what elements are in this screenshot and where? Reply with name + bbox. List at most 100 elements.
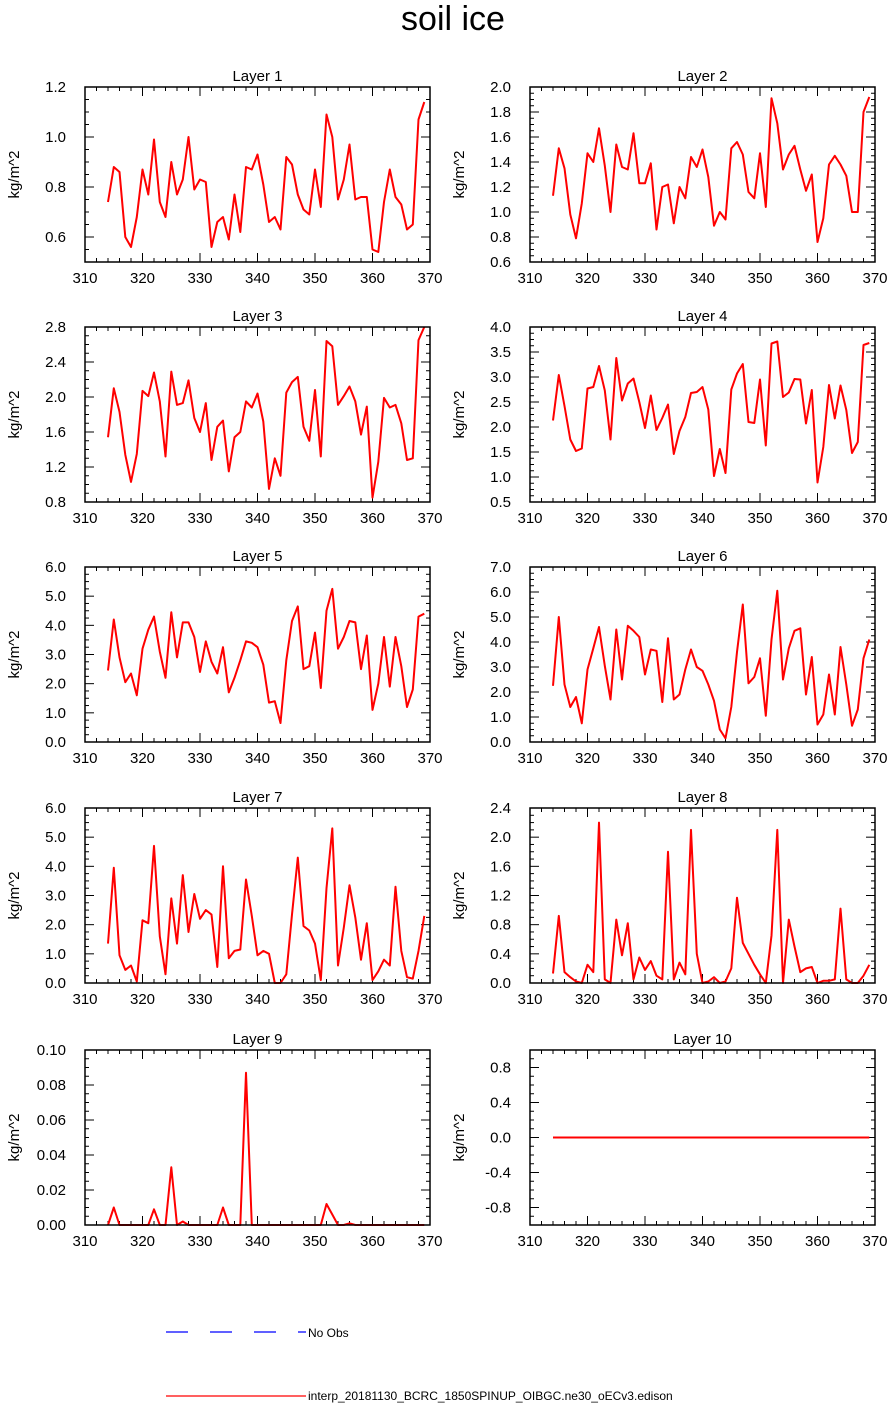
y-tick-label: 3.0 <box>490 369 511 386</box>
figure-title: soil ice <box>401 0 505 38</box>
y-tick-label: -0.8 <box>485 1200 511 1217</box>
y-tick-label: 2.0 <box>45 676 66 693</box>
x-tick-label: 370 <box>862 270 887 287</box>
x-tick-label: 340 <box>690 991 715 1008</box>
y-tick-label: 6.0 <box>45 800 66 817</box>
y-tick-label: 1.2 <box>45 79 66 96</box>
panel-layer-9: Layer 9 kg/m^2 310 320 330 340 350 360 370 0.00 0.… <box>6 1031 443 1250</box>
y-axis-label: kg/m^2 <box>451 151 468 199</box>
y-tick-label: 0.04 <box>37 1147 66 1164</box>
y-tick-label: 0.08 <box>37 1077 66 1094</box>
y-tick-label: 6.0 <box>490 584 511 601</box>
y-tick-label: 0.4 <box>490 1095 511 1112</box>
panel-title: Layer 6 <box>677 548 727 565</box>
y-tick-label: 2.0 <box>490 79 511 96</box>
y-axis-label: kg/m^2 <box>451 391 468 439</box>
x-tick-label: 340 <box>245 750 270 767</box>
x-tick-label: 310 <box>517 1233 542 1250</box>
y-tick-label: 4.0 <box>490 319 511 336</box>
y-tick-label: 1.5 <box>490 444 511 461</box>
y-tick-label: 0.06 <box>37 1112 66 1129</box>
x-tick-label: 320 <box>130 750 155 767</box>
x-tick-label: 340 <box>245 510 270 527</box>
x-tick-label: 310 <box>72 750 97 767</box>
x-tick-label: 330 <box>632 510 657 527</box>
x-tick-label: 310 <box>72 991 97 1008</box>
y-tick-label: 1.2 <box>45 459 66 476</box>
x-tick-label: 370 <box>417 991 442 1008</box>
y-tick-label: 0.10 <box>37 1042 66 1059</box>
x-tick-label: 330 <box>632 750 657 767</box>
x-tick-label: 310 <box>72 510 97 527</box>
panel-layer-1: Layer 1 kg/m^2 310 320 330 340 350 360 370 0.6 0.8… <box>6 68 443 287</box>
x-tick-label: 350 <box>747 1233 772 1250</box>
x-tick-label: 330 <box>187 270 212 287</box>
x-tick-label: 310 <box>517 750 542 767</box>
x-tick-label: 320 <box>130 1233 155 1250</box>
series-line <box>107 101 426 253</box>
y-axis-label: kg/m^2 <box>451 872 468 920</box>
y-tick-label: 5.0 <box>45 829 66 846</box>
y-tick-label: 5.0 <box>490 609 511 626</box>
y-axis-label: kg/m^2 <box>6 151 23 199</box>
y-tick-label: -0.4 <box>485 1165 511 1182</box>
y-tick-label: 1.2 <box>490 888 511 905</box>
x-tick-label: 340 <box>690 1233 715 1250</box>
y-tick-label: 0.0 <box>490 975 511 992</box>
y-tick-label: 2.5 <box>490 394 511 411</box>
y-tick-label: 1.6 <box>490 858 511 875</box>
x-tick-label: 320 <box>575 750 600 767</box>
y-tick-label: 0.00 <box>37 1217 66 1234</box>
y-tick-label: 0.4 <box>490 946 511 963</box>
y-axis-label: kg/m^2 <box>6 391 23 439</box>
x-tick-label: 370 <box>862 510 887 527</box>
series-line <box>552 96 871 243</box>
plot-frame <box>84 566 431 743</box>
y-tick-label: 2.0 <box>45 917 66 934</box>
x-tick-label: 360 <box>805 1233 830 1250</box>
panel-layer-6: Layer 6 kg/m^2 310 320 330 340 350 360 370 0.0 1.0… <box>451 548 888 767</box>
y-tick-label: 4.0 <box>490 634 511 651</box>
panel-title: Layer 7 <box>232 789 282 806</box>
x-tick-label: 360 <box>360 510 385 527</box>
x-tick-label: 310 <box>72 270 97 287</box>
y-tick-label: 2.4 <box>45 354 66 371</box>
y-tick-label: 1.6 <box>490 129 511 146</box>
x-tick-label: 370 <box>417 270 442 287</box>
x-tick-label: 320 <box>130 270 155 287</box>
y-tick-label: 3.0 <box>45 647 66 664</box>
x-tick-label: 320 <box>575 510 600 527</box>
panel-title: Layer 4 <box>677 308 727 325</box>
plot-frame <box>529 566 876 743</box>
x-tick-label: 350 <box>302 991 327 1008</box>
x-tick-label: 370 <box>862 750 887 767</box>
plot-frame <box>529 86 876 263</box>
y-tick-label: 0.8 <box>490 917 511 934</box>
y-tick-label: 1.0 <box>490 709 511 726</box>
panel-title: Layer 9 <box>232 1031 282 1048</box>
x-tick-label: 340 <box>690 510 715 527</box>
x-tick-label: 370 <box>417 750 442 767</box>
y-tick-label: 1.2 <box>490 179 511 196</box>
y-tick-label: 0.8 <box>45 179 66 196</box>
x-tick-label: 330 <box>187 750 212 767</box>
x-tick-label: 370 <box>862 1233 887 1250</box>
y-tick-label: 6.0 <box>45 559 66 576</box>
x-tick-label: 330 <box>632 991 657 1008</box>
x-tick-label: 310 <box>517 510 542 527</box>
y-tick-label: 2.0 <box>490 829 511 846</box>
y-tick-label: 1.0 <box>490 469 511 486</box>
x-tick-label: 360 <box>805 270 830 287</box>
plot-frame <box>84 86 431 263</box>
x-tick-label: 310 <box>517 270 542 287</box>
series-line <box>552 340 870 484</box>
y-tick-label: 3.0 <box>45 888 66 905</box>
y-tick-label: 0.0 <box>490 734 511 751</box>
x-tick-label: 310 <box>517 991 542 1008</box>
panels: Layer 1 kg/m^2 310 320 330 340 350 360 370 0.6 0.8… <box>6 68 888 1250</box>
y-tick-label: 2.4 <box>490 800 511 817</box>
y-tick-label: 2.0 <box>490 684 511 701</box>
panel-layer-2: Layer 2 kg/m^2 310 320 330 340 350 360 370 0.6 0.8… <box>451 68 888 287</box>
x-tick-label: 360 <box>805 510 830 527</box>
